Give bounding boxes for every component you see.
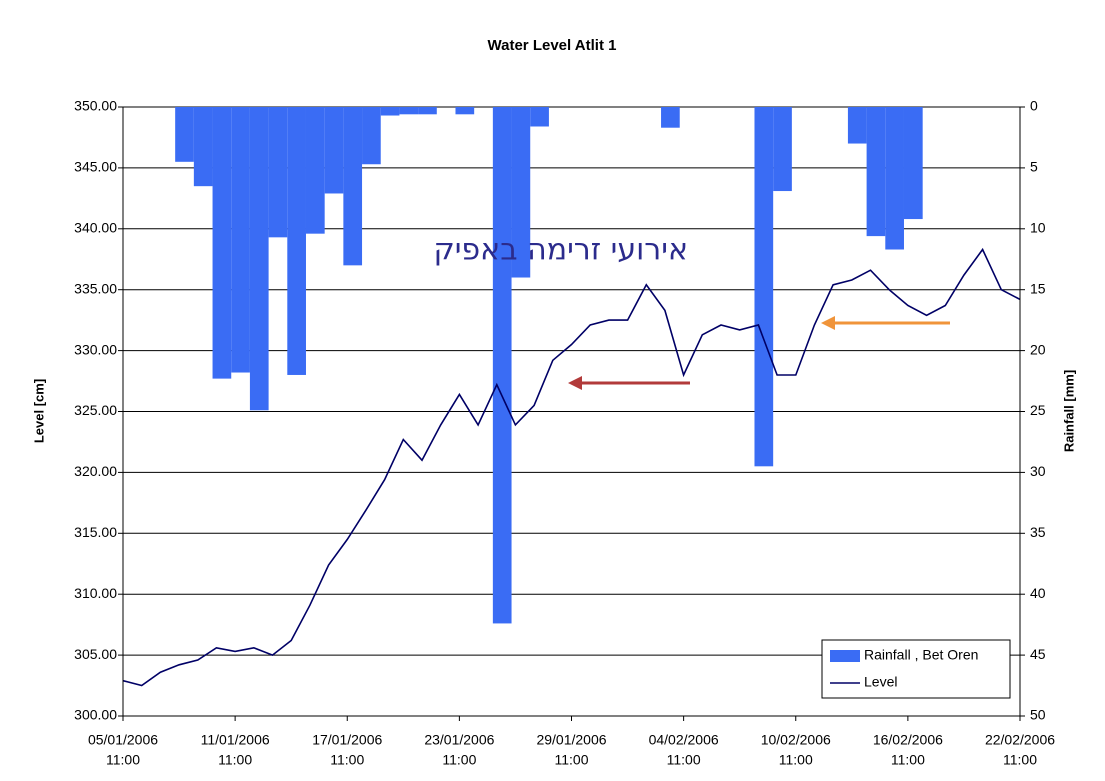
y-tick-label: 330.00 — [74, 341, 117, 357]
y2-tick-label: 5 — [1030, 159, 1038, 175]
bar — [249, 107, 269, 411]
x-tick-label: 23/01/2006 — [424, 732, 494, 748]
y-tick-label: 320.00 — [74, 463, 117, 479]
y2-tick-label: 35 — [1030, 524, 1046, 540]
bar — [305, 107, 325, 234]
y2-tick-label: 30 — [1030, 463, 1046, 479]
y2-tick-label: 0 — [1030, 98, 1038, 114]
x-tick-label: 11:00 — [1003, 752, 1037, 768]
bar — [324, 107, 344, 194]
y2-tick-label: 10 — [1030, 220, 1046, 236]
y-tick-label: 310.00 — [74, 585, 117, 601]
bar — [754, 107, 774, 467]
x-tick-label: 11:00 — [891, 752, 925, 768]
y2-tick-label: 50 — [1030, 707, 1046, 723]
bar — [287, 107, 306, 375]
x-tick-label: 11:00 — [330, 752, 364, 768]
plot-area — [118, 106, 1025, 721]
y2-tick-label: 25 — [1030, 402, 1046, 418]
bar — [175, 107, 194, 162]
x-tick-label: 10/02/2006 — [761, 732, 831, 748]
bar — [380, 107, 400, 116]
bar — [866, 107, 886, 237]
chart-title: Water Level Atlit 1 — [488, 37, 617, 54]
x-tick-label: 11:00 — [779, 752, 813, 768]
bar — [362, 107, 381, 165]
legend-label: Rainfall , Bet Oren — [864, 647, 978, 663]
legend-label: Level — [864, 674, 897, 690]
bar — [773, 107, 792, 192]
y-tick-label: 350.00 — [74, 98, 117, 114]
bar — [455, 107, 475, 115]
bar — [418, 107, 437, 115]
x-tick-label: 17/01/2006 — [312, 732, 382, 748]
line — [122, 247, 1021, 687]
y-tick-label: 340.00 — [74, 220, 117, 236]
legend-swatch — [830, 650, 860, 662]
bar — [193, 107, 213, 187]
bar — [847, 107, 867, 144]
y2-tick-label: 40 — [1030, 585, 1046, 601]
bar — [492, 107, 512, 624]
bar — [231, 107, 250, 373]
y-tick-label: 335.00 — [74, 280, 117, 296]
annotation: אירועי זרימה באפיק — [433, 233, 688, 268]
x-tick-label: 11/01/2006 — [201, 732, 270, 748]
y2-tick-label: 20 — [1030, 341, 1046, 357]
x-tick-label: 16/02/2006 — [873, 732, 943, 748]
y-tick-label: 315.00 — [74, 524, 117, 540]
bar — [343, 107, 363, 266]
x-tick-label: 11:00 — [218, 752, 252, 768]
arrow — [568, 376, 690, 390]
bar — [268, 107, 288, 238]
bar — [399, 107, 419, 115]
y-tick-label: 305.00 — [74, 646, 117, 662]
x-tick-label: 05/01/2006 — [88, 732, 158, 748]
bar — [661, 107, 680, 128]
x-tick-label: 22/02/2006 — [985, 732, 1055, 748]
x-tick-label: 11:00 — [442, 752, 476, 768]
y2-tick-label: 15 — [1030, 280, 1046, 296]
bar — [530, 107, 549, 127]
bar — [212, 107, 232, 379]
y-tick-label: 300.00 — [74, 707, 117, 723]
y-tick-label: 345.00 — [74, 159, 117, 175]
legend-box — [821, 639, 1011, 699]
x-tick-label: 29/01/2006 — [536, 732, 606, 748]
x-tick-label: 11:00 — [667, 752, 701, 768]
y-axis-title: Level [cm] — [31, 379, 46, 443]
arrow — [821, 316, 950, 330]
x-tick-label: 11:00 — [555, 752, 589, 768]
x-tick-label: 04/02/2006 — [649, 732, 719, 748]
y2-tick-label: 45 — [1030, 646, 1046, 662]
bar — [903, 107, 923, 220]
bar — [885, 107, 904, 250]
y-tick-label: 325.00 — [74, 402, 117, 418]
bar — [511, 107, 531, 278]
y2-axis-title: Rainfall [mm] — [1061, 370, 1076, 452]
x-tick-label: 11:00 — [106, 752, 140, 768]
